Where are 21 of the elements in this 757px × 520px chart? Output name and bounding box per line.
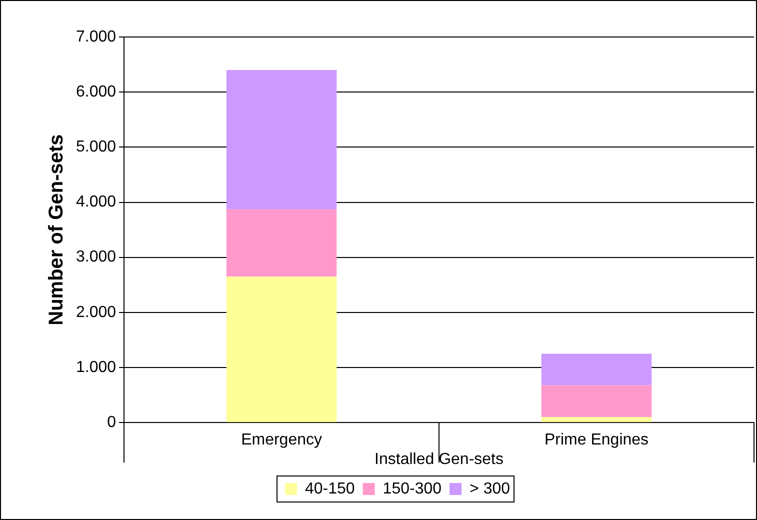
bar bbox=[541, 354, 652, 386]
legend-label: 150-300 bbox=[382, 480, 442, 498]
y-tick-label: 5.000 bbox=[76, 138, 116, 156]
bar bbox=[226, 276, 337, 422]
y-tick-label: 1.000 bbox=[76, 358, 116, 376]
x-tick-label: Emergency bbox=[241, 432, 322, 449]
y-tick-label: 4.000 bbox=[76, 194, 116, 211]
legend-label: 40-150 bbox=[304, 480, 355, 498]
x-axis-title: Installed Gen-sets bbox=[374, 450, 504, 468]
y-tick-label: 7.000 bbox=[76, 28, 116, 46]
y-tick-label: 3.000 bbox=[76, 248, 116, 266]
bar bbox=[541, 417, 652, 422]
y-tick-label: 2.000 bbox=[76, 304, 116, 321]
legend-label: > 300 bbox=[470, 480, 510, 498]
bar bbox=[541, 385, 652, 418]
x-tick-label: Prime Engines bbox=[544, 432, 649, 449]
y-tick-label: 6.000 bbox=[76, 83, 116, 100]
bar bbox=[226, 209, 337, 277]
y-axis-title: Number of Gen-sets bbox=[46, 134, 68, 326]
bar bbox=[226, 70, 337, 210]
y-tick-label: 0 bbox=[107, 414, 116, 432]
